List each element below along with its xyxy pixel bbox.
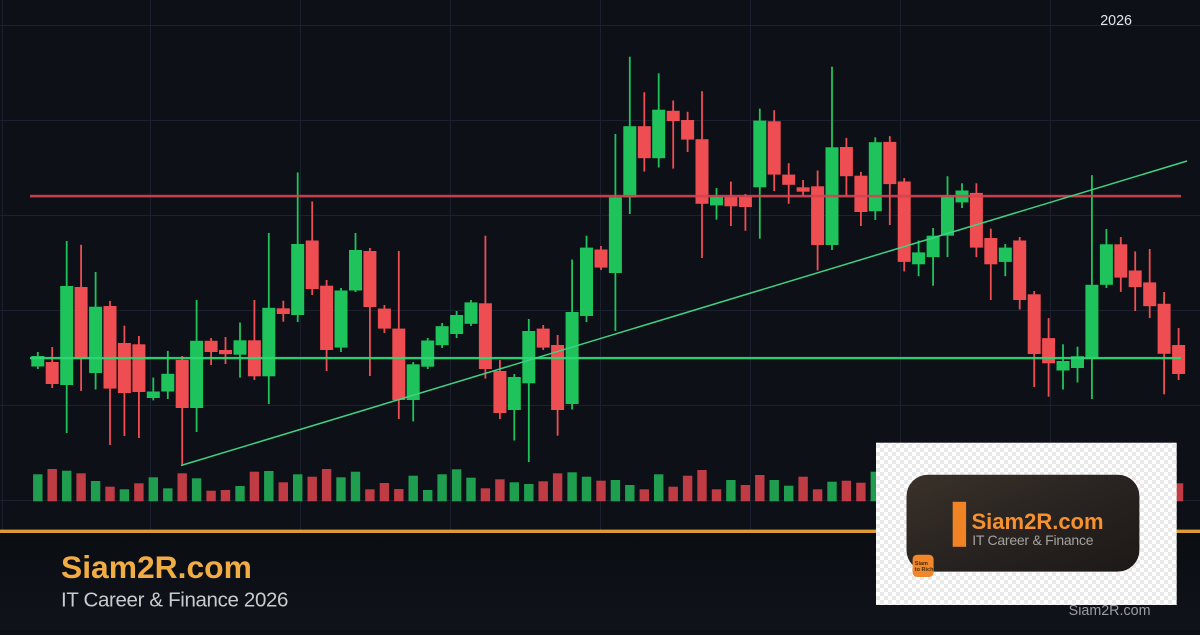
svg-text:IT Career & Finance: IT Career & Finance — [972, 532, 1094, 548]
svg-text:IT Career & Finance 2026: IT Career & Finance 2026 — [61, 589, 288, 612]
svg-text:Siam2R.com: Siam2R.com — [972, 509, 1104, 534]
svg-text:Siam2R.com: Siam2R.com — [1069, 603, 1151, 619]
svg-text:Siam2R.com: Siam2R.com — [61, 549, 252, 585]
svg-text:2026: 2026 — [1100, 13, 1132, 29]
svg-text:to Rich: to Rich — [915, 567, 934, 573]
svg-text:Siam: Siam — [915, 561, 928, 567]
